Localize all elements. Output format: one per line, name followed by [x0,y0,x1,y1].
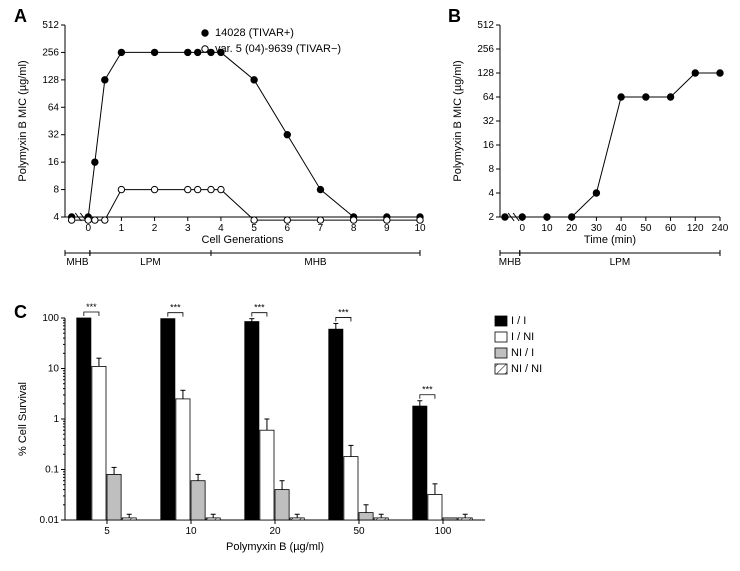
svg-text:MHB: MHB [304,257,327,268]
svg-text:8: 8 [351,223,357,234]
svg-text:4: 4 [53,212,59,223]
svg-text:Polymyxin B MIC (µg/ml): Polymyxin B MIC (µg/ml) [17,60,29,181]
svg-text:120: 120 [687,223,704,234]
svg-text:1: 1 [53,414,59,425]
svg-text:100: 100 [435,526,452,537]
svg-text:9: 9 [384,223,390,234]
svg-text:512: 512 [477,20,494,31]
svg-text:64: 64 [483,92,495,103]
svg-text:I / I: I / I [511,315,526,327]
panel-a-chart: 48163264128256512Polymyxin B MIC (µg/ml)… [10,5,430,275]
svg-text:8: 8 [488,164,494,175]
svg-text:MHB: MHB [66,257,89,268]
svg-text:16: 16 [483,140,495,151]
svg-text:***: *** [170,303,181,313]
svg-text:32: 32 [48,130,60,141]
svg-text:% Cell Survival: % Cell Survival [17,382,29,456]
svg-text:MHB: MHB [499,257,522,268]
svg-text:Polymyxin B MIC (µg/ml): Polymyxin B MIC (µg/ml) [452,60,464,181]
svg-text:14028 (TIVAR+): 14028 (TIVAR+) [215,27,294,39]
svg-text:0: 0 [85,223,91,234]
svg-text:7: 7 [318,223,324,234]
svg-text:30: 30 [591,223,603,234]
panel-c-chart: 0.01 0.1 1 10 100 % Cell Survival 5 *** 10 *** 20 *… [10,300,565,560]
svg-text:4: 4 [218,223,224,234]
svg-text:60: 60 [665,223,677,234]
svg-text:NI / NI: NI / NI [511,363,542,375]
svg-text:64: 64 [48,102,60,113]
svg-text:LPM: LPM [610,257,631,268]
svg-text:100: 100 [42,313,59,324]
svg-text:0.1: 0.1 [45,465,59,476]
svg-text:240: 240 [712,223,729,234]
svg-text:8: 8 [53,185,59,196]
svg-text:4: 4 [488,188,494,199]
svg-text:128: 128 [477,68,494,79]
svg-text:Polymyxin B (µg/ml): Polymyxin B (µg/ml) [226,541,324,553]
svg-text:10: 10 [185,526,197,537]
svg-text:***: *** [422,385,433,395]
svg-text:10: 10 [414,223,426,234]
svg-text:Time (min): Time (min) [584,234,636,246]
svg-text:5: 5 [104,526,110,537]
svg-text:NI / I: NI / I [511,347,534,359]
panel-b-chart: 2 4 8 16 32 64 128 256 512 Polymyxin B MIC (µg/ml… [445,5,730,275]
svg-text:256: 256 [42,47,59,58]
svg-text:10: 10 [48,364,60,375]
svg-text:50: 50 [353,526,365,537]
svg-text:128: 128 [42,75,59,86]
svg-text:0: 0 [519,223,525,234]
svg-text:16: 16 [48,157,60,168]
svg-text:10: 10 [541,223,553,234]
svg-text:***: *** [86,302,97,312]
svg-text:256: 256 [477,44,494,55]
svg-text:Cell Generations: Cell Generations [202,234,284,246]
svg-text:2: 2 [152,223,158,234]
svg-text:***: *** [254,303,265,313]
svg-text:***: *** [338,307,349,317]
svg-text:6: 6 [285,223,291,234]
svg-text:2: 2 [488,212,494,223]
svg-text:var. 5 (04)-9639 (TIVAR−): var. 5 (04)-9639 (TIVAR−) [215,43,341,55]
svg-text:I / NI: I / NI [511,331,534,343]
svg-text:32: 32 [483,116,495,127]
svg-text:40: 40 [616,223,628,234]
svg-text:1: 1 [119,223,125,234]
svg-text:512: 512 [42,20,59,31]
svg-text:0.01: 0.01 [40,515,60,526]
svg-text:20: 20 [566,223,578,234]
svg-text:5: 5 [251,223,257,234]
svg-text:20: 20 [269,526,281,537]
svg-text:3: 3 [185,223,191,234]
svg-text:LPM: LPM [140,257,161,268]
svg-text:50: 50 [640,223,652,234]
